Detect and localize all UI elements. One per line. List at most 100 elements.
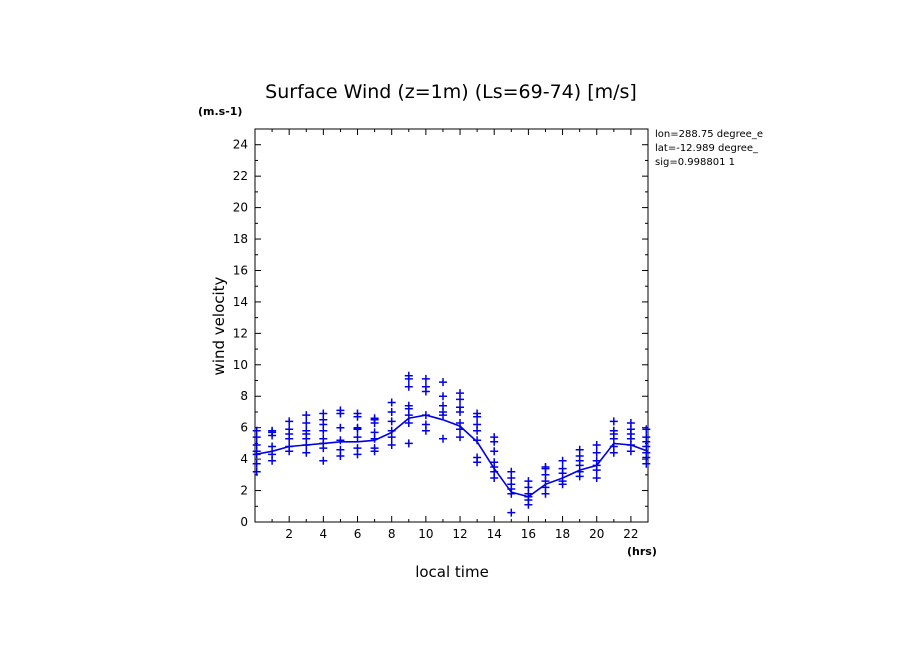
data-point bbox=[387, 417, 396, 426]
data-point bbox=[387, 408, 396, 416]
data-point bbox=[592, 441, 601, 449]
y-tick-label: 4 bbox=[240, 452, 248, 466]
data-point bbox=[541, 463, 550, 471]
x-tick-label: 10 bbox=[418, 527, 433, 541]
data-point bbox=[353, 444, 362, 453]
data-point bbox=[404, 382, 413, 391]
y-tick-label: 0 bbox=[240, 515, 248, 529]
x-tick-label: 6 bbox=[354, 527, 362, 541]
data-point bbox=[473, 453, 482, 462]
data-point bbox=[252, 467, 261, 476]
data-point bbox=[473, 420, 482, 429]
data-point bbox=[609, 442, 618, 451]
x-tick-label: 4 bbox=[320, 527, 328, 541]
data-point bbox=[490, 447, 499, 456]
data-point bbox=[524, 477, 533, 486]
x-tick-label: 8 bbox=[388, 527, 396, 541]
data-point bbox=[507, 467, 516, 476]
x-tick-label: 12 bbox=[452, 527, 467, 541]
data-point bbox=[353, 409, 362, 418]
x-axis-label: local time bbox=[415, 563, 489, 581]
data-point bbox=[473, 409, 482, 418]
data-point bbox=[421, 382, 430, 391]
data-point bbox=[558, 477, 567, 486]
data-point bbox=[336, 445, 345, 454]
data-point bbox=[387, 398, 396, 407]
x-unit-label: (hrs) bbox=[627, 545, 657, 558]
data-point bbox=[302, 426, 311, 435]
y-axis-label: wind velocity bbox=[210, 276, 228, 375]
data-point bbox=[592, 456, 601, 465]
data-point bbox=[268, 450, 277, 459]
info-sig: sig=0.998801 1 bbox=[655, 157, 735, 168]
data-point bbox=[387, 426, 396, 435]
data-point bbox=[404, 439, 413, 448]
data-point bbox=[421, 374, 430, 383]
data-point bbox=[285, 425, 294, 434]
mean-line bbox=[254, 414, 649, 498]
data-point bbox=[353, 423, 362, 432]
x-tick-label: 14 bbox=[487, 527, 502, 541]
chart-title: Surface Wind (z=1m) (Ls=69-74) [m/s] bbox=[265, 81, 637, 103]
y-tick-label: 18 bbox=[233, 232, 248, 246]
data-point bbox=[642, 425, 651, 434]
data-point bbox=[609, 426, 618, 435]
x-tick-label: 22 bbox=[623, 527, 638, 541]
info-lat: lat=-12.989 degree_ bbox=[655, 143, 759, 154]
data-point bbox=[252, 441, 261, 449]
data-point bbox=[626, 419, 635, 427]
data-point bbox=[404, 419, 413, 427]
data-point bbox=[558, 464, 567, 473]
y-tick-label: 24 bbox=[233, 138, 248, 152]
data-point bbox=[439, 378, 447, 387]
y-unit-label: (m.s-1) bbox=[198, 105, 242, 118]
data-point bbox=[456, 433, 464, 442]
y-tick-label: 20 bbox=[233, 201, 248, 215]
y-tick-label: 8 bbox=[240, 389, 248, 403]
data-point bbox=[302, 419, 311, 427]
y-tick-label: 16 bbox=[233, 263, 248, 277]
data-point bbox=[319, 434, 328, 443]
mean-series bbox=[254, 414, 649, 498]
y-tick-label: 6 bbox=[240, 421, 248, 435]
data-point bbox=[439, 392, 447, 401]
data-point bbox=[268, 426, 277, 435]
data-point bbox=[456, 419, 464, 427]
info-box: lon=288.75 degree_e lat=-12.989 degree_ … bbox=[655, 129, 763, 168]
data-point bbox=[473, 436, 482, 445]
data-point bbox=[336, 406, 345, 415]
x-tick-label: 2 bbox=[285, 527, 293, 541]
x-tick-label: 18 bbox=[555, 527, 570, 541]
data-point bbox=[319, 409, 328, 418]
data-point bbox=[302, 448, 311, 457]
data-point bbox=[456, 389, 464, 398]
data-point bbox=[353, 433, 362, 442]
data-point bbox=[439, 434, 447, 443]
data-point bbox=[252, 459, 261, 468]
data-point bbox=[609, 417, 618, 426]
data-point bbox=[285, 442, 294, 451]
x-tick-label: 16 bbox=[521, 527, 536, 541]
y-tick-label: 14 bbox=[233, 295, 248, 309]
data-point bbox=[439, 401, 447, 410]
data-point bbox=[268, 442, 277, 451]
data-point bbox=[421, 420, 430, 429]
data-point bbox=[370, 414, 379, 423]
data-point bbox=[490, 458, 499, 467]
y-tick-label: 2 bbox=[240, 484, 248, 498]
data-point bbox=[285, 417, 294, 426]
x-tick-label: 20 bbox=[589, 527, 604, 541]
data-point bbox=[642, 433, 651, 442]
x-axis: 2 4 6 8 10 12 14 16 18 20 22 bbox=[271, 129, 639, 541]
data-point bbox=[302, 411, 311, 420]
data-point bbox=[404, 371, 413, 380]
data-point bbox=[507, 508, 516, 517]
data-point bbox=[404, 401, 413, 410]
data-point bbox=[319, 456, 328, 465]
data-point bbox=[558, 456, 567, 465]
data-point bbox=[592, 448, 601, 457]
y-tick-label: 10 bbox=[233, 358, 248, 372]
data-point bbox=[336, 423, 345, 432]
